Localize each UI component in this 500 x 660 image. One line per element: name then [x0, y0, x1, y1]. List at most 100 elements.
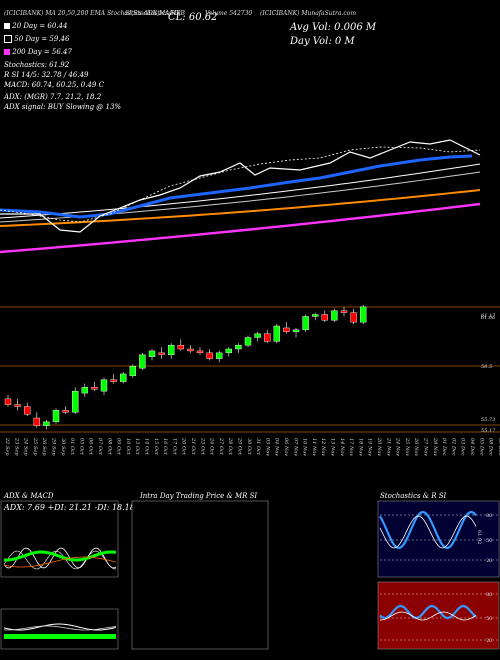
ma200-legend: 200 Day = 56.47	[4, 48, 72, 56]
x-label-36: 14 Nov	[339, 438, 345, 456]
x-label-9: 06 Oct	[88, 438, 94, 456]
x-label-6: 30 Sep	[60, 438, 66, 456]
candle-24	[235, 344, 242, 350]
candle-3	[33, 417, 40, 426]
x-label-48: 02 Dec	[450, 438, 456, 456]
candle-13	[129, 366, 137, 377]
x-label-7: 01 Oct	[69, 438, 75, 456]
day-volume: Day Vol: 0 M	[290, 36, 355, 47]
candle-35	[340, 310, 348, 313]
moving-average-lines	[0, 139, 481, 254]
adx-orange-line	[3, 556, 117, 568]
ma50-line	[0, 154, 473, 219]
price-label-1: 61.06	[481, 315, 496, 322]
adx-plus-di-line	[3, 547, 117, 569]
candle-37	[360, 306, 367, 323]
main-price-chart: 22 Sep 23 Sep 24 Sep 25 Sep 26 Sep 29 Sep 30 S…	[0, 139, 500, 456]
x-label-14: 13 Oct	[134, 438, 140, 456]
macd-lines	[3, 623, 117, 639]
x-label-22: 24 Oct	[209, 437, 215, 456]
ma200-value: 200 Day = 56.47	[12, 48, 72, 56]
candle-9	[91, 387, 98, 390]
x-label-24: 28 Oct	[227, 437, 233, 456]
price-label-2: 58.5	[481, 364, 493, 371]
x-label-45: 27 Nov	[423, 437, 429, 456]
x-label-13: 10 Oct	[125, 438, 131, 456]
x-label-1: 23 Sep	[13, 437, 19, 456]
candle-22	[215, 352, 223, 359]
candle-29	[283, 327, 290, 332]
x-label-39: 19 Nov	[367, 438, 373, 456]
x-label-28: 03 Nov	[264, 438, 270, 456]
x-label-46: 28 Nov	[432, 437, 438, 456]
macd-histogram	[4, 634, 116, 639]
x-label-53: 09 Dec	[497, 438, 500, 456]
x-label-26: 30 Oct	[246, 438, 252, 456]
price-label-0: 61.17	[481, 313, 496, 319]
x-label-16: 15 Oct	[153, 438, 159, 456]
x-label-11: 08 Oct	[106, 438, 112, 456]
price-label-3: 55.73	[481, 417, 496, 424]
x-label-35: 13 Nov	[330, 438, 336, 456]
price-label-4: 55.17	[481, 428, 496, 434]
x-label-47: 01 Dec	[441, 438, 447, 456]
x-label-12: 09 Oct	[116, 438, 122, 456]
candle-20	[196, 350, 204, 354]
x-label-30: 06 Nov	[283, 438, 289, 456]
candle-19	[187, 348, 194, 352]
candle-26	[254, 333, 261, 338]
x-label-51: 05 Dec	[478, 438, 484, 456]
candle-30	[292, 329, 300, 332]
x-label-8: 03 Oct	[78, 438, 84, 456]
rsi-level-label-50: 50	[486, 616, 492, 622]
date-axis-labels: 22 Sep 23 Sep 24 Sep 25 Sep 26 Sep 29 Sep 30 S…	[4, 437, 500, 456]
volume-label: Volume 542730	[205, 10, 253, 17]
adx-signal: ADX signal: BUY Slowing @ 13%	[4, 103, 122, 111]
x-label-40: 20 Nov	[376, 437, 382, 456]
candle-32	[312, 314, 319, 317]
candle-16	[158, 352, 165, 355]
candle-10	[100, 379, 108, 392]
x-label-32: 10 Nov	[302, 438, 308, 456]
candle-6	[62, 410, 69, 413]
x-label-41: 21 Nov	[385, 437, 391, 456]
x-label-20: 21 Oct	[190, 437, 196, 456]
adx-minus-di-line	[3, 550, 117, 570]
price-line	[0, 139, 481, 233]
symbol-label: (ICICIBANK) MunafaSutra.com	[260, 10, 357, 17]
candle-21	[206, 352, 213, 359]
candle-14	[139, 354, 146, 369]
x-label-21: 23 Oct	[199, 437, 205, 456]
ma200-swatch	[4, 49, 10, 55]
ma20-value: 20 Day = 60.44	[12, 22, 68, 30]
x-label-34: 12 Nov	[320, 438, 326, 456]
ema-magenta-line	[0, 202, 481, 254]
ma20-dotted-line	[0, 146, 481, 223]
ma50-swatch	[4, 35, 12, 43]
adx-panel-values: ADX: 7.69 +DI: 21.21 -DI: 18.18	[3, 503, 135, 512]
price-gridlines	[0, 306, 500, 433]
rsi-lines: 80 50 20	[379, 592, 498, 644]
x-label-29: 04 Nov	[274, 438, 280, 456]
x-label-44: 26 Nov	[413, 437, 419, 456]
adx-lines	[3, 547, 117, 570]
x-label-31: 07 Nov	[292, 438, 298, 456]
rsi-level-label-20: 20	[486, 638, 492, 644]
candle-12	[119, 373, 127, 382]
candle-28	[273, 325, 280, 342]
macd-signal-line	[3, 625, 117, 631]
x-label-5: 29 Sep	[51, 437, 57, 456]
candle-23	[225, 348, 233, 354]
ma50-legend: 50 Day = 59.46	[4, 35, 69, 43]
candle-4	[43, 421, 50, 426]
ma50-value: 50 Day = 59.46	[14, 35, 70, 43]
stoch-d-line	[379, 515, 477, 549]
candle-17	[167, 344, 175, 355]
close-label: CL: 60.62	[168, 12, 218, 23]
chart-header-center: SI,Stochastics,MR	[125, 10, 181, 17]
rsi-line	[379, 604, 477, 620]
candle-36	[350, 312, 357, 323]
rsi-panel-frame	[377, 581, 500, 650]
x-label-18: 17 Oct	[171, 438, 177, 456]
macd-line	[3, 623, 117, 631]
